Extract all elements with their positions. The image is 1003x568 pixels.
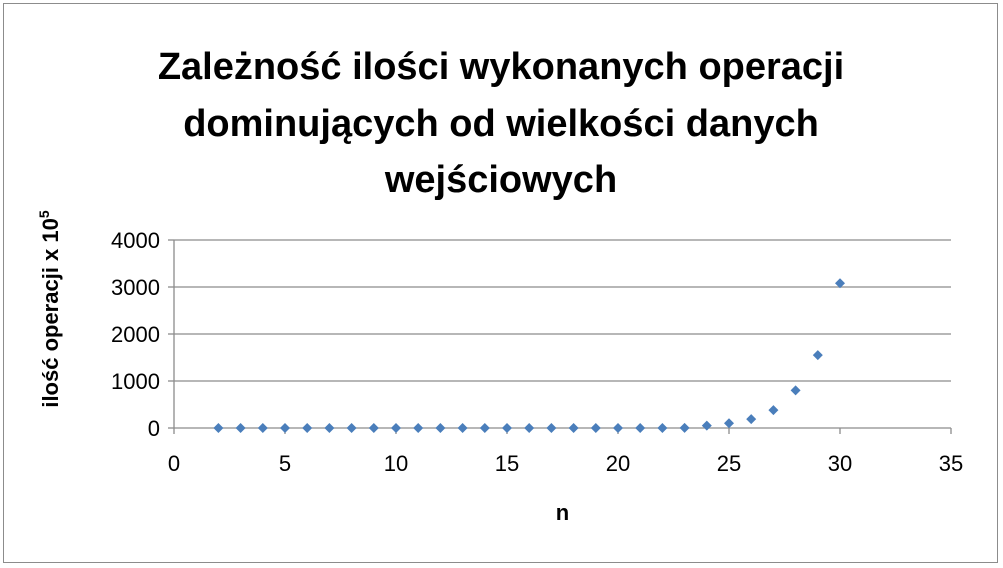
y-tick-labels: 0 1000 2000 3000 4000 [111,228,160,441]
data-point [568,423,579,433]
x-tick-label: 20 [606,451,630,476]
data-point [324,423,335,433]
data-point [302,423,313,433]
data-point [524,423,535,433]
data-point [590,423,601,433]
y-axis-title-superscript: 5 [36,210,52,218]
chart-title-line: Zależność ilości wykonanych operacji [158,46,844,88]
data-point [724,418,734,429]
data-point [613,423,623,433]
data-point [835,278,845,289]
chart-title-line: dominujących od wielkości danych [183,103,819,145]
data-point [812,350,823,361]
chart-area: Zależność ilości wykonanych operacji domi… [3,3,998,563]
axes [168,239,952,434]
data-point [635,423,646,433]
x-tick-label: 15 [495,451,519,476]
data-point [701,420,712,431]
data-point [413,423,424,433]
gridlines [174,239,951,382]
data-point [257,423,268,433]
data-point [391,423,401,433]
data-point [746,414,757,425]
y-tick-label: 1000 [111,369,160,394]
x-tick-label: 30 [828,451,852,476]
data-point [546,423,557,433]
data-point [235,423,246,433]
data-point [280,423,290,433]
chart-title: Zależność ilości wykonanych operacji domi… [158,46,844,201]
y-tick-label: 4000 [111,228,160,253]
chart-title-line: wejściowych [384,159,617,201]
data-point [213,423,224,433]
data-point [679,422,690,433]
data-point [790,385,801,396]
x-tick-labels: 0 5 10 15 20 25 30 35 [168,451,963,476]
scatter-chart: Zależność ilości wykonanych operacji domi… [36,46,963,525]
x-tick-label: 25 [717,451,741,476]
data-point [502,423,512,433]
data-point [457,423,468,433]
data-point [768,405,779,416]
x-tick-label: 0 [168,451,180,476]
x-tick-label: 35 [939,451,963,476]
y-tick-label: 3000 [111,275,160,300]
y-tick-label: 2000 [111,322,160,347]
data-point [346,423,357,433]
y-axis-title: ilość operacji x 105 [36,210,63,408]
x-axis-title: n [556,500,569,525]
data-points [213,278,845,433]
data-point [479,423,490,433]
x-tick-label: 10 [384,451,408,476]
y-tick-label: 0 [148,416,160,441]
x-tick-label: 5 [279,451,291,476]
data-point [368,423,379,433]
data-point [435,423,446,433]
data-point [657,422,668,433]
